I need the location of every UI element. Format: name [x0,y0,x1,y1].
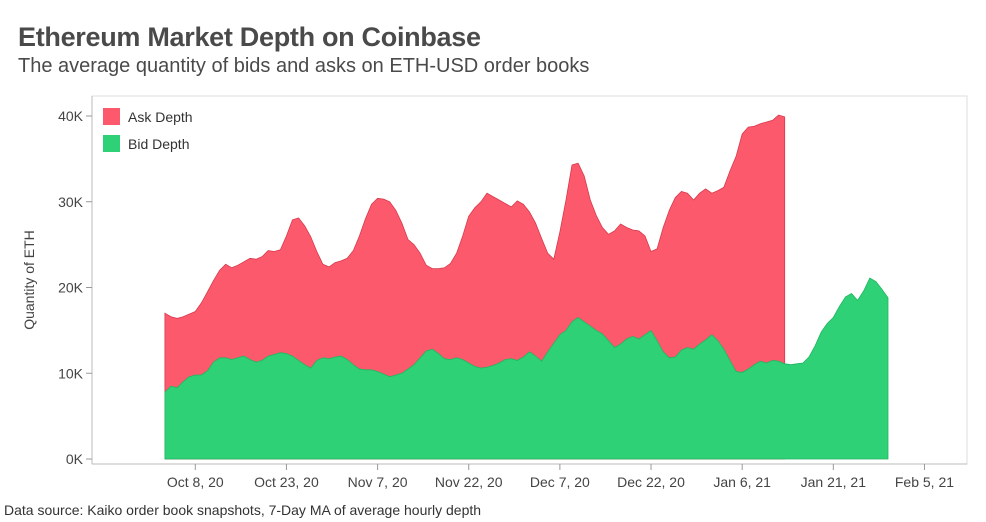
x-tick-label: Nov 22, 20 [435,474,503,490]
x-tick-label: Nov 7, 20 [348,474,408,490]
x-tick-label: Dec 22, 20 [617,474,685,490]
chart-subtitle: The average quantity of bids and asks on… [18,55,590,77]
bid-depth-area [164,277,889,460]
legend-label: Ask Depth [128,109,193,125]
legend: Ask Depth Bid Depth [103,108,193,152]
chart-title: Ethereum Market Depth on Coinbase [18,22,481,52]
legend-swatch [103,108,120,125]
x-tick-label: Oct 23, 20 [254,474,319,490]
x-tick-label: Oct 8, 20 [167,474,224,490]
x-tick-label: Jan 6, 21 [713,474,771,490]
legend-swatch [103,135,120,152]
y-tick-label: 0K [66,451,84,467]
market-depth-chart: 0K 10K 20K 30K 40K Oct 8, 20 Oct 23, 20 Nov 7, … [21,95,968,490]
x-tick-label: Jan 21, 21 [801,474,867,490]
y-axis-title: Quantity of ETH [21,230,37,330]
legend-label: Bid Depth [128,136,189,152]
data-source-note: Data source: Kaiko order book snapshots,… [4,502,482,518]
y-tick-label: 20K [58,280,84,296]
y-tick-label: 40K [58,108,84,124]
x-tick-label: Feb 5, 21 [895,474,954,490]
x-tick-label: Dec 7, 20 [530,474,590,490]
y-tick-label: 10K [58,365,84,381]
y-tick-label: 30K [58,194,84,210]
